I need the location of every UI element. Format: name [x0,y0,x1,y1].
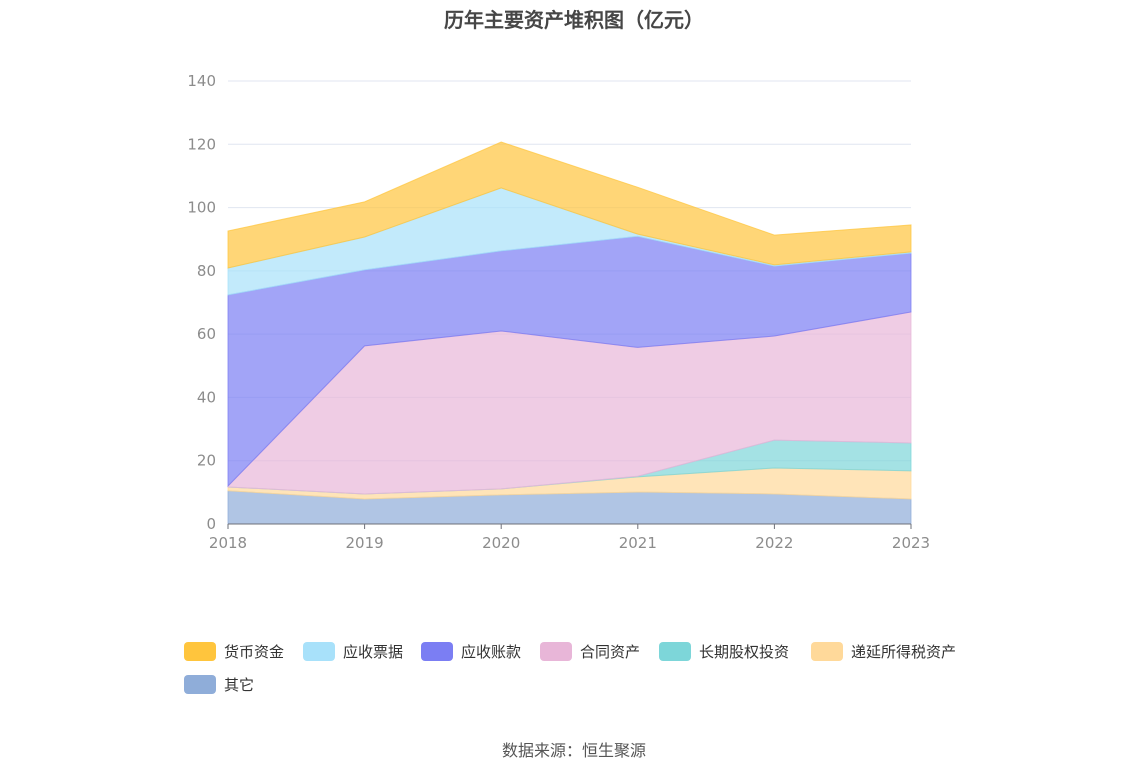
legend-swatch [540,641,572,661]
legend-label: 应收票据 [343,642,404,661]
chart-title: 历年主要资产堆积图（亿元） [444,8,704,32]
y-tick-label: 40 [197,388,216,406]
legend-item-4[interactable]: 长期股权投资 [659,641,789,661]
x-tick-label: 2023 [892,534,930,552]
legend-swatch [659,641,691,661]
y-tick-label: 100 [187,199,216,217]
x-tick-label: 2020 [482,534,520,552]
legend-label: 递延所得税资产 [851,642,957,661]
y-tick-label: 20 [197,452,216,470]
x-tick-label: 2021 [619,534,657,552]
legend-item-3[interactable]: 合同资产 [540,641,640,661]
legend-label: 长期股权投资 [699,642,790,661]
stacked-area-chart: 2018 2019 2020 2021 2022 2023 0 20 40 60 80 100 120 1… [187,72,930,552]
legend-swatch [303,641,335,661]
legend-swatch [184,641,216,661]
legend-item-1[interactable]: 应收票据 [303,641,403,661]
legend-item-6[interactable]: 其它 [184,674,254,694]
data-source-note: 数据来源：恒生聚源 [501,741,646,760]
y-tick-label: 120 [187,135,216,153]
area-series-0[interactable] [227,141,912,269]
x-tick-label: 2022 [755,534,793,552]
areas [227,141,912,525]
legend-swatch [184,674,216,694]
legend-label: 其它 [224,675,255,694]
legend-item-2[interactable]: 应收账款 [421,641,521,661]
y-tick-label: 80 [197,262,216,280]
x-axis: 2018 2019 2020 2021 2022 2023 [209,523,930,552]
legend-label: 应收账款 [461,642,522,661]
legend-swatch [811,641,843,661]
y-tick-label: 140 [187,72,216,90]
legend-label: 合同资产 [580,642,641,661]
y-tick-label: 60 [197,325,216,343]
y-axis: 0 20 40 60 80 100 120 140 [187,72,216,533]
legend-item-5[interactable]: 递延所得税资产 [811,641,956,661]
x-tick-label: 2019 [346,534,384,552]
legend-swatch [421,641,453,661]
x-tick-label: 2018 [209,534,247,552]
legend-item-0[interactable]: 货币资金 [184,641,284,661]
legend-label: 货币资金 [224,642,285,661]
y-tick-label: 0 [206,515,216,533]
